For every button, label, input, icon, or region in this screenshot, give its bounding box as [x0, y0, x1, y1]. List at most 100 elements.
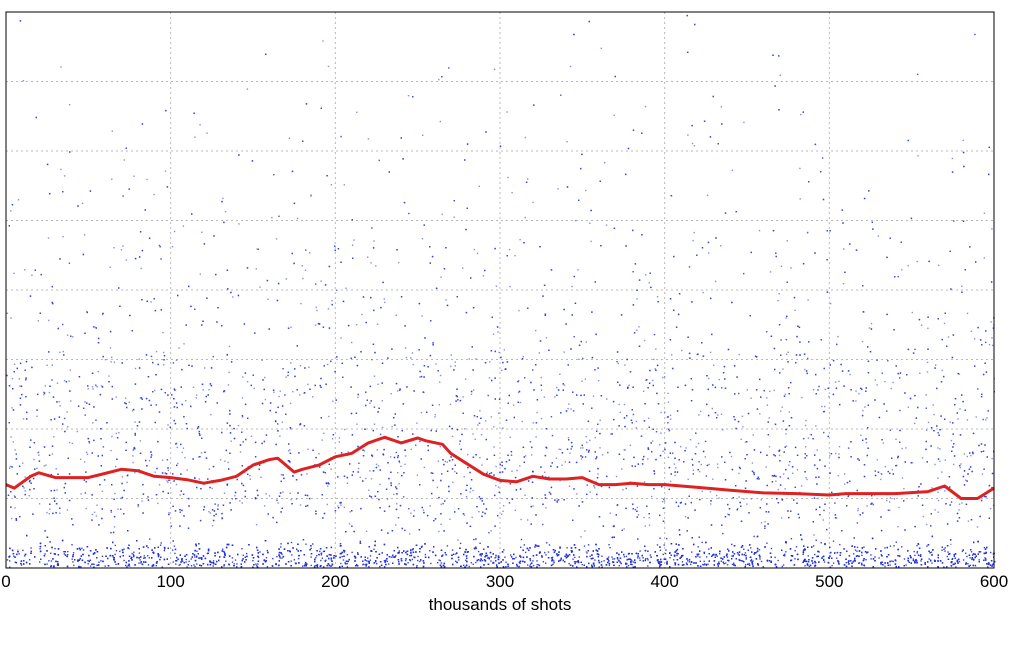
scatter-point: [535, 436, 537, 438]
scatter-point: [647, 565, 649, 567]
scatter-point: [128, 565, 131, 567]
scatter-point: [925, 429, 928, 431]
scatter-point: [340, 562, 342, 565]
scatter-point: [687, 478, 689, 480]
scatter-point: [316, 309, 318, 312]
scatter-point: [718, 553, 721, 555]
scatter-point: [304, 269, 307, 271]
scatter-point: [538, 564, 541, 567]
scatter-point: [796, 469, 799, 471]
scatter-point: [397, 390, 399, 392]
scatter-point: [547, 551, 550, 553]
scatter-point: [315, 564, 318, 567]
scatter-point: [709, 351, 712, 354]
scatter-point: [785, 445, 788, 447]
scatter-point: [888, 501, 891, 503]
scatter-point: [147, 564, 150, 566]
scatter-point: [177, 558, 180, 560]
scatter-point: [635, 427, 637, 429]
scatter-point: [19, 385, 21, 387]
scatter-point: [63, 553, 65, 555]
scatter-point: [804, 424, 807, 427]
scatter-point: [764, 521, 766, 523]
scatter-point: [799, 167, 801, 170]
scatter-point: [133, 551, 135, 553]
scatter-point: [178, 564, 180, 566]
scatter-point: [480, 555, 482, 557]
scatter-point: [935, 364, 937, 366]
scatter-point: [76, 430, 78, 433]
scatter-point: [397, 472, 399, 474]
scatter-point: [395, 524, 397, 526]
scatter-point: [805, 419, 807, 422]
scatter-point: [975, 416, 977, 418]
scatter-point: [475, 358, 477, 360]
scatter-point: [473, 248, 476, 251]
scatter-point: [241, 502, 243, 504]
scatter-point: [175, 483, 178, 486]
scatter-point: [67, 550, 69, 553]
scatter-point: [236, 563, 238, 565]
scatter-point: [163, 351, 165, 354]
scatter-point: [249, 475, 251, 477]
scatter-point: [200, 452, 203, 454]
scatter-point: [606, 398, 608, 400]
scatter-point: [383, 560, 386, 562]
scatter-point: [463, 564, 465, 566]
scatter-point: [753, 535, 755, 538]
scatter-point: [701, 490, 703, 493]
scatter-point: [934, 463, 936, 466]
scatter-point: [943, 548, 945, 550]
scatter-point: [104, 359, 107, 361]
scatter-point: [583, 545, 586, 547]
scatter-point: [20, 564, 23, 566]
scatter-point: [505, 566, 507, 568]
scatter-point: [766, 397, 768, 399]
scatter-point: [663, 376, 666, 378]
scatter-point: [444, 460, 447, 463]
scatter-point: [349, 511, 351, 513]
scatter-point: [815, 539, 817, 541]
scatter-point: [390, 556, 393, 558]
scatter-point: [934, 509, 936, 511]
scatter-point: [305, 543, 307, 545]
scatter-point: [470, 562, 473, 564]
scatter-point: [43, 465, 45, 467]
scatter-point: [813, 389, 815, 391]
plot-background: [6, 12, 994, 568]
scatter-point: [179, 494, 181, 496]
scatter-point: [758, 549, 761, 551]
scatter-point: [257, 563, 259, 565]
scatter-point: [54, 547, 56, 550]
scatter-point: [475, 561, 477, 564]
scatter-point: [13, 363, 16, 365]
scatter-point: [281, 557, 283, 559]
scatter-point: [97, 370, 99, 373]
scatter-point: [730, 455, 733, 458]
scatter-point: [37, 320, 40, 322]
scatter-point: [858, 562, 861, 564]
scatter-point: [393, 493, 395, 495]
scatter-point: [916, 552, 918, 554]
scatter-point: [342, 559, 345, 561]
scatter-point: [536, 560, 538, 562]
scatter-point: [310, 547, 312, 550]
scatter-point: [14, 449, 16, 451]
scatter-point: [495, 285, 498, 287]
scatter-point: [874, 556, 876, 558]
scatter-point: [395, 314, 397, 316]
scatter-point: [72, 561, 74, 563]
scatter-point: [635, 420, 638, 423]
scatter-point: [966, 555, 968, 558]
scatter-point: [915, 561, 917, 563]
scatter-point: [985, 558, 987, 560]
scatter-point: [134, 421, 136, 423]
scatter-point: [249, 478, 251, 480]
scatter-point: [182, 560, 184, 563]
scatter-point: [228, 371, 230, 374]
scatter-point: [386, 498, 389, 500]
scatter-point: [806, 232, 809, 234]
scatter-point: [242, 554, 244, 556]
scatter-point: [589, 439, 591, 442]
scatter-point: [454, 471, 456, 473]
